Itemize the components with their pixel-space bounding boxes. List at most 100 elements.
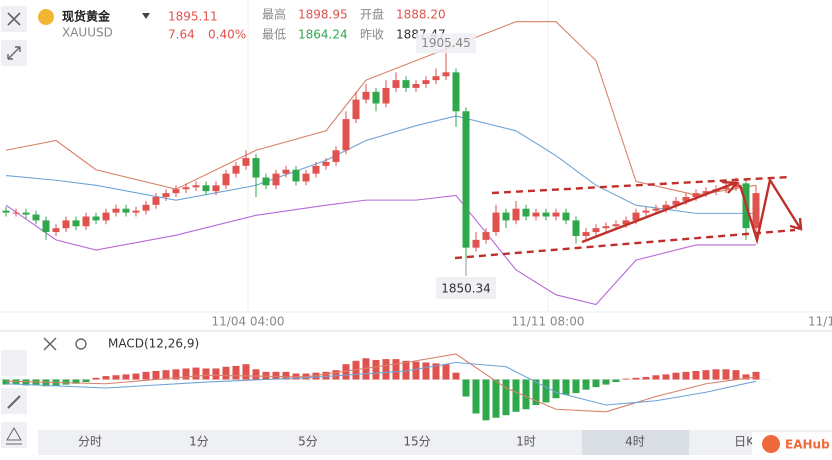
candle-body [112,208,120,213]
macd-bar [752,371,760,380]
macd-bar [482,379,490,421]
candle-body [642,210,650,213]
candle-body [312,165,320,174]
tabs: 分时 1分 5分 15分 1时 4时 日K [78,430,755,455]
macd-bar [312,372,320,380]
candle-body [102,212,110,221]
macd-bar [682,371,690,380]
candle-body [192,185,200,188]
tab-bar [38,430,832,455]
macd-bar [132,373,140,380]
candle-body [272,173,280,186]
candle-body [562,212,570,221]
symbol: XAUUSD [62,26,113,40]
tab[interactable]: 15分 [403,435,430,449]
candle-body [682,197,690,201]
candle-body [382,87,390,104]
candle-body [332,150,340,162]
pen-icon [7,395,21,409]
macd-bar [442,364,450,380]
candle-body [692,193,700,198]
candle-body [652,208,660,211]
candle-body [12,212,20,214]
band-line [5,194,756,306]
macd-bar [282,371,290,380]
candle-body [242,158,250,166]
candle-body [752,193,760,229]
macd-bar [432,363,440,380]
macd-bar [102,376,110,380]
macd-bar [382,359,390,380]
tab[interactable]: 日K [734,435,755,449]
macd-bar [242,364,250,380]
dropdown-icon[interactable] [142,13,150,19]
macd-bar [722,369,730,380]
candle-body [432,76,440,81]
macd-bar [122,374,130,380]
logo-icon [762,435,780,453]
tab[interactable]: 5分 [298,435,318,449]
macd-bar [212,368,220,380]
macd-bar [702,370,710,380]
macd-bar [622,378,630,380]
tab[interactable]: 4时 [625,435,645,449]
candle-body [592,228,600,233]
annotation [454,175,803,260]
active-tab[interactable] [582,430,689,455]
macd-bar [512,379,520,412]
macd-bar [402,360,410,380]
candle-body [62,220,70,229]
close-indicator[interactable] [43,337,57,351]
macd-bar [532,379,540,405]
settings-icon[interactable] [75,338,87,350]
candle-body [612,224,620,227]
tab[interactable]: 分时 [78,435,102,449]
instrument-name[interactable]: 现货黄金 [62,9,111,24]
candle-body [182,187,190,190]
plot: 1905.45 1850.34 [0,21,770,421]
candle-body [362,91,370,100]
candle-body [262,177,270,186]
macd-bar [632,377,640,380]
macd-bar [592,379,600,388]
macd-bar [612,379,620,383]
logo: EAHub [785,438,830,452]
macd-bar [332,370,340,380]
tab[interactable]: 1时 [516,435,536,449]
candle-body [162,193,170,198]
x-tick-label: 11/11 08:00 [512,315,585,329]
candle-body [2,210,10,213]
candle-body [52,228,60,233]
candle-body [232,165,240,174]
macd-bar [692,371,700,380]
low-marker: 1850.34 [441,282,491,296]
tab[interactable]: 1分 [189,435,209,449]
candle-body [342,119,350,151]
candle-body [572,220,580,236]
macd-bar [652,375,660,380]
macd-bar [262,371,270,380]
stat-value: 1888.20 [396,8,446,22]
macd-bar [362,358,370,380]
candle-body [702,191,710,194]
candle-body [222,173,230,186]
macd-bar [232,365,240,380]
tool-button[interactable] [1,350,27,376]
candle-body [632,212,640,221]
macd-bar [92,377,100,380]
stat-label: 昨收 [360,28,384,42]
candle-body [402,80,410,88]
candle-body [302,173,310,182]
candle-body [472,239,480,248]
stat-value: 1898.95 [298,8,348,22]
ruler-icon [6,427,22,445]
band-line [5,21,757,196]
close-icon [7,12,21,26]
candle-body [132,210,140,213]
candle-body [172,189,180,194]
macd-bar [422,362,430,380]
candle-body [582,232,590,236]
candle-body [722,187,730,190]
macd-bar [142,371,150,380]
